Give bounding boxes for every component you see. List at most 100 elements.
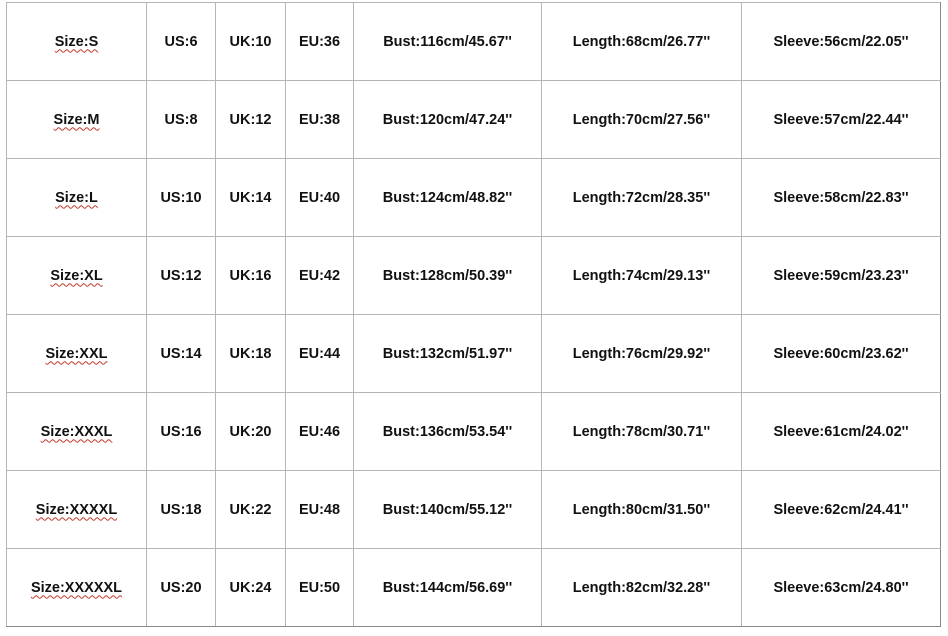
eu-cell: EU:42 xyxy=(285,236,354,315)
sleeve-label: Sleeve:61cm/24.02'' xyxy=(773,423,909,440)
bust-cell: Bust:140cm/55.12'' xyxy=(353,470,542,549)
size-cell: Size:M xyxy=(6,80,147,159)
uk-cell: UK:22 xyxy=(215,470,286,549)
uk-label: UK:20 xyxy=(229,423,272,440)
uk-cell: UK:10 xyxy=(215,2,286,81)
size-label: Size:XXL xyxy=(45,345,108,362)
table-row: Size:XXXXXL US:20 UK:24 EU:50 Bust:144cm/56.… xyxy=(6,548,941,627)
size-cell: Size:XL xyxy=(6,236,147,315)
sleeve-cell: Sleeve:61cm/24.02'' xyxy=(741,392,941,471)
eu-cell: EU:44 xyxy=(285,314,354,393)
length-label: Length:78cm/30.71'' xyxy=(572,423,711,440)
size-label: Size:XXXXL xyxy=(35,501,118,518)
bust-label: Bust:136cm/53.54'' xyxy=(382,423,513,440)
bust-label: Bust:128cm/50.39'' xyxy=(382,267,513,284)
uk-label: UK:14 xyxy=(229,189,272,206)
bust-label: Bust:132cm/51.97'' xyxy=(382,345,513,362)
length-cell: Length:70cm/27.56'' xyxy=(541,80,742,159)
eu-label: EU:46 xyxy=(298,423,341,440)
length-cell: Length:78cm/30.71'' xyxy=(541,392,742,471)
uk-label: UK:16 xyxy=(229,267,272,284)
size-label: Size:M xyxy=(53,111,100,128)
us-label: US:8 xyxy=(164,111,198,128)
uk-cell: UK:18 xyxy=(215,314,286,393)
eu-cell: EU:36 xyxy=(285,2,354,81)
us-cell: US:10 xyxy=(146,158,216,237)
us-cell: US:16 xyxy=(146,392,216,471)
us-cell: US:18 xyxy=(146,470,216,549)
table-row: Size:L US:10 UK:14 EU:40 Bust:124cm/48.82'' L… xyxy=(6,158,941,237)
us-label: US:20 xyxy=(160,579,202,596)
sleeve-cell: Sleeve:59cm/23.23'' xyxy=(741,236,941,315)
bust-cell: Bust:128cm/50.39'' xyxy=(353,236,542,315)
us-label: US:12 xyxy=(160,267,202,284)
sleeve-label: Sleeve:62cm/24.41'' xyxy=(773,501,909,518)
uk-label: UK:12 xyxy=(229,111,272,128)
bust-label: Bust:140cm/55.12'' xyxy=(382,501,513,518)
bust-label: Bust:120cm/47.24'' xyxy=(382,111,513,128)
eu-cell: EU:50 xyxy=(285,548,354,627)
sleeve-label: Sleeve:59cm/23.23'' xyxy=(773,267,909,284)
bust-cell: Bust:124cm/48.82'' xyxy=(353,158,542,237)
sleeve-cell: Sleeve:62cm/24.41'' xyxy=(741,470,941,549)
uk-label: UK:18 xyxy=(229,345,272,362)
us-label: US:16 xyxy=(160,423,202,440)
uk-label: UK:24 xyxy=(229,579,272,596)
length-label: Length:68cm/26.77'' xyxy=(572,33,711,50)
table-row: Size:XXL US:14 UK:18 EU:44 Bust:132cm/51.97'… xyxy=(6,314,941,393)
size-cell: Size:XXL xyxy=(6,314,147,393)
length-label: Length:70cm/27.56'' xyxy=(572,111,711,128)
eu-label: EU:36 xyxy=(298,33,341,50)
uk-cell: UK:24 xyxy=(215,548,286,627)
us-cell: US:20 xyxy=(146,548,216,627)
length-cell: Length:68cm/26.77'' xyxy=(541,2,742,81)
size-label: Size:XL xyxy=(50,267,103,284)
length-cell: Length:74cm/29.13'' xyxy=(541,236,742,315)
sleeve-cell: Sleeve:58cm/22.83'' xyxy=(741,158,941,237)
size-label: Size:XXXXXL xyxy=(30,579,123,596)
uk-cell: UK:20 xyxy=(215,392,286,471)
bust-cell: Bust:144cm/56.69'' xyxy=(353,548,542,627)
sleeve-label: Sleeve:63cm/24.80'' xyxy=(773,579,909,596)
length-cell: Length:80cm/31.50'' xyxy=(541,470,742,549)
eu-label: EU:48 xyxy=(298,501,341,518)
sleeve-label: Sleeve:58cm/22.83'' xyxy=(773,189,909,206)
table-row: Size:XXXXL US:18 UK:22 EU:48 Bust:140cm/55.1… xyxy=(6,470,941,549)
length-cell: Length:82cm/32.28'' xyxy=(541,548,742,627)
eu-label: EU:50 xyxy=(298,579,341,596)
length-cell: Length:72cm/28.35'' xyxy=(541,158,742,237)
uk-cell: UK:14 xyxy=(215,158,286,237)
sleeve-cell: Sleeve:60cm/23.62'' xyxy=(741,314,941,393)
size-cell: Size:L xyxy=(6,158,147,237)
eu-label: EU:44 xyxy=(298,345,341,362)
table-row: Size:S US:6 UK:10 EU:36 Bust:116cm/45.67'' Le… xyxy=(6,2,941,81)
eu-cell: EU:38 xyxy=(285,80,354,159)
length-label: Length:76cm/29.92'' xyxy=(572,345,711,362)
bust-label: Bust:144cm/56.69'' xyxy=(382,579,513,596)
us-label: US:6 xyxy=(164,33,198,50)
eu-label: EU:40 xyxy=(298,189,341,206)
size-chart-table: Size:S US:6 UK:10 EU:36 Bust:116cm/45.67'' Le… xyxy=(6,2,941,627)
length-cell: Length:76cm/29.92'' xyxy=(541,314,742,393)
us-cell: US:6 xyxy=(146,2,216,81)
sleeve-label: Sleeve:60cm/23.62'' xyxy=(773,345,909,362)
size-label: Size:L xyxy=(55,189,98,206)
size-cell: Size:XXXXXL xyxy=(6,548,147,627)
uk-label: UK:10 xyxy=(229,33,272,50)
size-cell: Size:XXXXL xyxy=(6,470,147,549)
table-row: Size:XXXL US:16 UK:20 EU:46 Bust:136cm/53.54… xyxy=(6,392,941,471)
bust-cell: Bust:132cm/51.97'' xyxy=(353,314,542,393)
uk-cell: UK:12 xyxy=(215,80,286,159)
bust-cell: Bust:120cm/47.24'' xyxy=(353,80,542,159)
sleeve-cell: Sleeve:57cm/22.44'' xyxy=(741,80,941,159)
table-row: Size:XL US:12 UK:16 EU:42 Bust:128cm/50.39''… xyxy=(6,236,941,315)
us-label: US:10 xyxy=(160,189,202,206)
bust-label: Bust:116cm/45.67'' xyxy=(383,33,512,50)
bust-cell: Bust:136cm/53.54'' xyxy=(353,392,542,471)
eu-cell: EU:46 xyxy=(285,392,354,471)
uk-label: UK:22 xyxy=(229,501,272,518)
us-cell: US:14 xyxy=(146,314,216,393)
us-label: US:14 xyxy=(160,345,202,362)
sleeve-cell: Sleeve:56cm/22.05'' xyxy=(741,2,941,81)
eu-label: EU:42 xyxy=(298,267,341,284)
